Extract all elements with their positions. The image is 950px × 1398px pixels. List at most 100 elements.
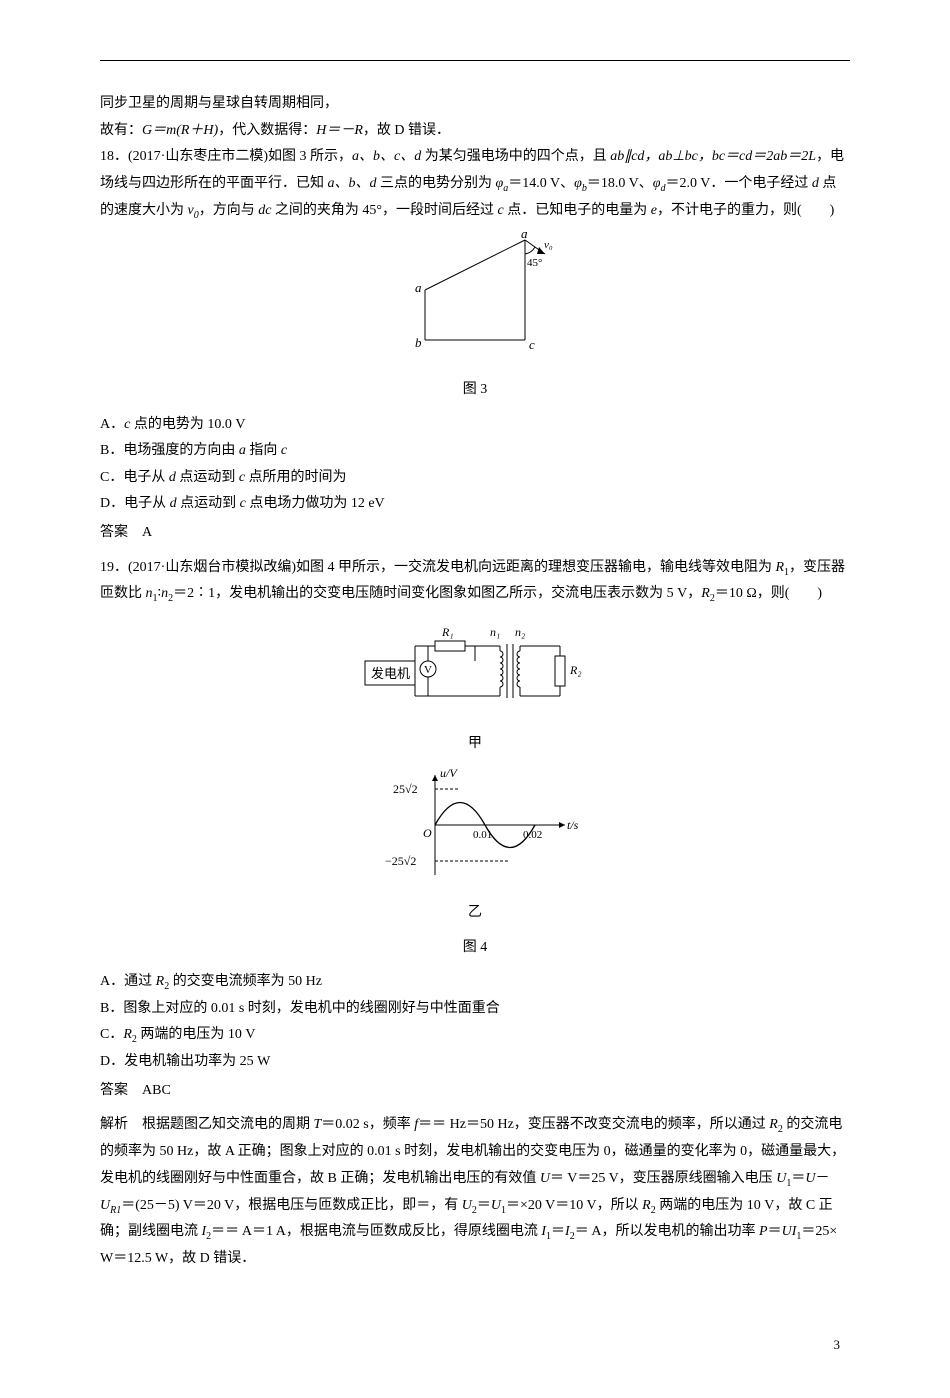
figure-3-svg: a b c d 45° v₀ <box>395 232 555 362</box>
page-number: 3 <box>100 1333 850 1358</box>
t: 解析 根据题图乙知交流电的周期 <box>100 1117 314 1132</box>
t: U <box>776 1171 786 1186</box>
q18-options: A．c 点的电势为 10.0 V B．电场强度的方向由 a 指向 c C．电子从… <box>100 412 850 518</box>
t: C． <box>100 1027 123 1042</box>
r1-label: R₁ <box>441 625 454 639</box>
t: B．电场强度的方向由 <box>100 443 239 458</box>
t: R1 <box>110 1204 121 1215</box>
gen-label: 发电机 <box>371 666 410 681</box>
t: 18．(2017·山东枣庄市二模)如图 3 所示， <box>100 149 352 164</box>
y-bot: −25√2 <box>385 854 416 868</box>
figure-4b: u/V t/s 25√2 −25√2 O 0.01 0.02 乙 图 4 <box>100 765 850 961</box>
t: U <box>491 1198 501 1213</box>
t: 之间的夹角为 45°，一段时间后经过 <box>271 203 497 218</box>
figure-4a-svg: 发电机 R₁ V R₂ n₁ <box>360 616 590 716</box>
t: ＝＝ Hz＝50 Hz，变压器不改变交流电的频率，所以通过 <box>418 1117 769 1132</box>
label-a: a <box>415 280 422 295</box>
t: R <box>701 586 710 601</box>
t: ab∥cd，ab⊥bc，bc＝cd＝2ab＝2L <box>610 149 816 164</box>
t: 19．(2017·山东烟台市模拟改编)如图 4 甲所示，一交流发电机向远距离的理… <box>100 560 775 575</box>
figure-4b-svg: u/V t/s 25√2 −25√2 O 0.01 0.02 <box>365 765 585 885</box>
t: ＝18.0 V、 <box>587 176 653 191</box>
t: R <box>775 560 784 575</box>
figure-4a-caption: 甲 <box>100 731 850 758</box>
eq2: H＝－R <box>316 123 363 138</box>
q19-answer: 答案 ABC <box>100 1078 850 1105</box>
label-d: d <box>521 232 528 241</box>
t: C．电子从 <box>100 470 169 485</box>
intro-line1: 同步卫星的周期与星球自转周期相同， <box>100 91 850 118</box>
t: d <box>170 496 177 511</box>
t: R <box>123 1027 132 1042</box>
label-v0: v₀ <box>544 239 553 251</box>
figure-3: a b c d 45° v₀ 图 3 <box>100 232 850 403</box>
q19-options: A．通过 R2 的交变电流频率为 50 Hz B．图象上对应的 0.01 s 时… <box>100 969 850 1076</box>
t: ＝×20 V＝10 V，所以 <box>506 1198 642 1213</box>
t: a、b、c、d <box>352 149 421 164</box>
t: 两端的电压为 10 V <box>137 1027 256 1042</box>
q18-optB: B．电场强度的方向由 a 指向 c <box>100 438 850 465</box>
t: 三点的电势分别为 <box>377 176 496 191</box>
t: UI <box>782 1224 797 1239</box>
figure-4-caption: 图 4 <box>100 935 850 962</box>
t: R <box>156 974 165 989</box>
t: 点运动到 <box>176 470 239 485</box>
x-tick2: 0.02 <box>523 829 542 841</box>
q18-optD: D．电子从 d 点运动到 c 点电场力做功为 12 eV <box>100 491 850 518</box>
t: ＝ <box>791 1171 805 1186</box>
v-label: V <box>424 664 432 676</box>
t: ＝ <box>477 1198 491 1213</box>
t: ＝＝ A＝1 A，根据电流与匝数成反比，得原线圈电流 <box>211 1224 541 1239</box>
q18-optC: C．电子从 d 点运动到 c 点所用的时间为 <box>100 465 850 492</box>
t: ＝14.0 V、 <box>508 176 574 191</box>
t: R <box>769 1117 778 1132</box>
t: 故有： <box>100 123 142 138</box>
t: ＝ <box>551 1224 565 1239</box>
t: P <box>759 1224 768 1239</box>
top-rule <box>100 60 850 61</box>
x-axis-label: t/s <box>567 818 579 832</box>
t: c <box>281 443 287 458</box>
t: 为某匀强电场中的四个点，且 <box>421 149 610 164</box>
t: － <box>815 1171 829 1186</box>
t: 点电场力做功为 12 eV <box>246 496 385 511</box>
t: ＝10 Ω，则( ) <box>715 586 822 601</box>
t: A． <box>100 417 124 432</box>
t: ，故 D 错误． <box>363 123 450 138</box>
t: dc <box>258 203 271 218</box>
t: U <box>462 1198 472 1213</box>
t: A．通过 <box>100 974 156 989</box>
intro-line2: 故有：G＝m(R＋H)，代入数据得：H＝－R，故 D 错误． <box>100 118 850 145</box>
t: 点的电势为 10.0 V <box>130 417 245 432</box>
y-axis-label: u/V <box>440 766 458 780</box>
t: a、b、d <box>328 176 377 191</box>
t: ＝(25－5) V＝20 V，根据电压与匝数成正比，即＝，有 <box>121 1198 462 1213</box>
t: φ <box>574 176 582 191</box>
r2-label: R₂ <box>569 663 582 677</box>
t: a <box>239 443 246 458</box>
t: ＝2.0 V．一个电子经过 <box>665 176 811 191</box>
t: ，不计电子的重力，则( ) <box>657 203 834 218</box>
q19-optB: B．图象上对应的 0.01 s 时刻，发电机中的线圈刚好与中性面重合 <box>100 996 850 1023</box>
x-tick1: 0.01 <box>473 829 492 841</box>
figure-3-caption: 图 3 <box>100 377 850 404</box>
t: U <box>805 1171 815 1186</box>
q19-stem: 19．(2017·山东烟台市模拟改编)如图 4 甲所示，一交流发电机向远距离的理… <box>100 555 850 609</box>
label-c: c <box>529 337 535 352</box>
q18-answer: 答案 A <box>100 520 850 547</box>
t: D．电子从 <box>100 496 170 511</box>
t: ＝0.02 s，频率 <box>321 1117 414 1132</box>
n1-label: n₁ <box>490 625 500 639</box>
q18-stem: 18．(2017·山东枣庄市二模)如图 3 所示，a、b、c、d 为某匀强电场中… <box>100 144 850 224</box>
eq1: G＝m(R＋H) <box>142 123 218 138</box>
q19-optD: D．发电机输出功率为 25 W <box>100 1049 850 1076</box>
t: ＝ V＝25 V，变压器原线圈输入电压 <box>550 1171 776 1186</box>
t: U <box>540 1171 550 1186</box>
q18-optA: A．c 点的电势为 10.0 V <box>100 412 850 439</box>
origin: O <box>423 826 432 840</box>
t: 指向 <box>246 443 281 458</box>
t: n <box>146 586 153 601</box>
figure-4b-caption: 乙 <box>100 900 850 927</box>
t: ＝ <box>768 1224 782 1239</box>
t: R <box>642 1198 651 1213</box>
